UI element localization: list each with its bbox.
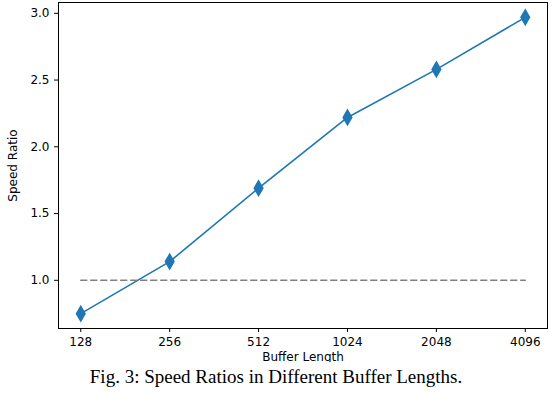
svg-text:4096: 4096 [510,335,541,349]
html-text:Fig. 3: Speed Ratios in Differ: Fig. 3: Speed Ratios in Different Buffer… [89,366,463,387]
svg-text:1024: 1024 [332,335,363,349]
svg-text:Buffer Length: Buffer Length [262,350,344,363]
svg-text:512: 512 [247,335,270,349]
svg-text:1.5: 1.5 [30,206,49,220]
svg-text:1.0: 1.0 [30,273,49,287]
svg-text:128: 128 [69,335,92,349]
svg-text:2.5: 2.5 [30,73,49,87]
svg-text:3.0: 3.0 [30,6,49,20]
svg-text:256: 256 [158,335,181,349]
svg-text:Speed Ratio: Speed Ratio [6,129,20,201]
svg-text:2048: 2048 [421,335,452,349]
svg-text:2.0: 2.0 [30,140,49,154]
